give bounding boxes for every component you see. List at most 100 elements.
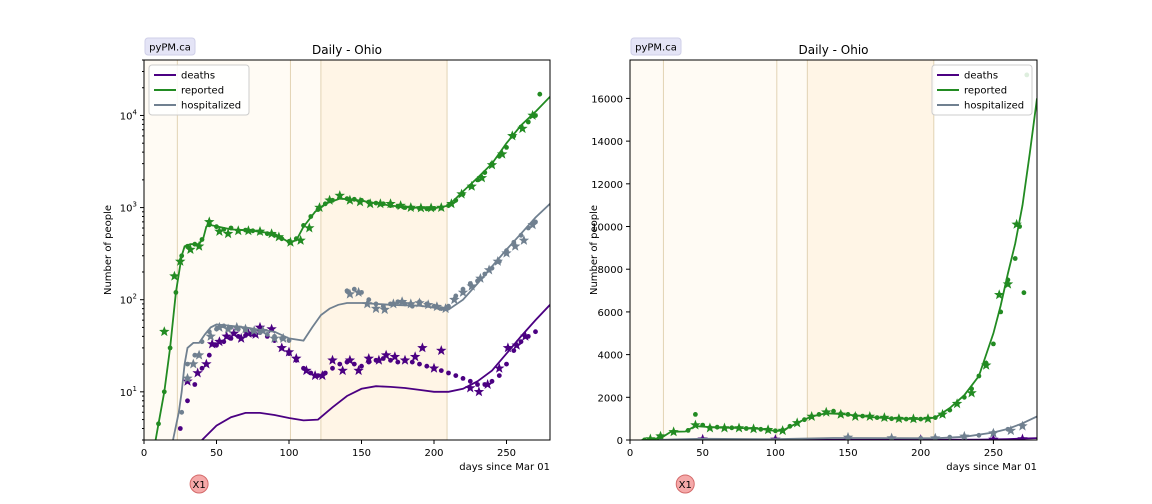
data-point — [177, 426, 183, 431]
weekly-star-marker — [431, 301, 443, 312]
weekly-star-marker — [517, 123, 528, 134]
weekly-star-marker — [482, 379, 493, 389]
weekly-star-marker — [395, 200, 406, 211]
weekly-star-marker — [353, 365, 364, 376]
weekly-star-marker — [980, 359, 992, 370]
weekly-star-marker — [994, 289, 1005, 300]
weekly-star-marker — [510, 240, 521, 251]
y-tick-label: 4000 — [598, 351, 623, 362]
data-point — [417, 361, 422, 367]
weekly-star-marker — [235, 332, 247, 343]
weekly-star-marker — [201, 358, 212, 369]
data-point — [693, 412, 698, 417]
weekly-star-marker — [465, 382, 476, 393]
event-marker[interactable]: X1 — [189, 474, 209, 494]
event-marker[interactable]: X1 — [675, 474, 695, 494]
data-point — [453, 373, 459, 378]
weekly-star-marker — [240, 323, 251, 334]
weekly-star-marker — [494, 362, 505, 373]
weekly-star-marker — [169, 270, 180, 281]
weekly-star-marker — [337, 365, 348, 376]
data-point — [337, 361, 343, 367]
data-point — [1012, 256, 1018, 261]
weekly-star-marker — [475, 273, 486, 283]
weekly-star-marker — [951, 398, 963, 409]
x-tick-label: 100 — [766, 448, 785, 459]
weekly-star-marker — [324, 194, 335, 205]
weekly-star-marker — [389, 351, 401, 362]
weekly-star-marker — [309, 370, 321, 381]
data-point — [388, 357, 393, 363]
x-tick-label: 200 — [424, 448, 443, 459]
weekly-star-marker — [388, 298, 399, 309]
weekly-star-marker — [399, 354, 411, 365]
weekly-star-marker — [353, 286, 364, 297]
legend-label: deaths — [181, 71, 215, 82]
weekly-star-marker — [370, 303, 382, 314]
x-tick-label: 0 — [627, 448, 633, 459]
plot-area — [144, 60, 550, 440]
weekly-star-marker — [1002, 278, 1014, 289]
weekly-star-marker — [301, 365, 312, 376]
x-tick-label: 100 — [279, 448, 298, 459]
weekly-star-marker — [436, 345, 447, 356]
weekly-star-marker — [373, 354, 385, 365]
weekly-star-marker — [1017, 420, 1028, 431]
data-point — [351, 361, 357, 367]
legend-label: deaths — [964, 71, 998, 82]
weekly-star-marker — [409, 351, 421, 362]
axes-frame — [629, 59, 1038, 441]
weekly-star-marker — [966, 387, 977, 398]
y-tick-label: 102 — [120, 293, 137, 307]
y-tick-label: 10000 — [591, 223, 623, 234]
y-tick-label: 101 — [120, 385, 137, 399]
weekly-star-marker — [501, 247, 512, 258]
weekly-star-marker — [193, 349, 205, 360]
data-point — [511, 348, 517, 353]
brand-label: pyPM.ca — [149, 43, 191, 54]
data-point — [496, 373, 502, 378]
weekly-star-marker — [363, 353, 374, 363]
series-deaths — [177, 304, 550, 440]
event-marker-circle — [189, 474, 209, 494]
chart-panel-1: 0 50 100 150 200 250 101 102 103 104 Daily - Ohio d… — [103, 37, 551, 494]
weekly-star-marker — [221, 330, 232, 341]
weekly-star-marker — [879, 412, 890, 422]
weekly-star-marker — [206, 338, 218, 349]
weekly-star-marker — [344, 354, 356, 365]
weekly-star-marker — [204, 216, 215, 227]
weekly-star-marker — [842, 431, 854, 440]
model-line — [172, 203, 550, 440]
data-point — [489, 378, 495, 384]
data-point — [504, 361, 509, 367]
legend-frame — [148, 64, 250, 116]
weekly-star-marker — [405, 298, 416, 309]
weekly-star-marker — [1005, 425, 1017, 436]
legend: deaths reported hospitalized — [931, 64, 1033, 116]
weekly-star-marker — [520, 330, 531, 341]
y-tick-label: 103 — [120, 201, 137, 215]
brand-badge: pyPM.ca — [630, 37, 682, 56]
weekly-star-marker — [476, 172, 488, 183]
weekly-star-marker — [276, 342, 287, 353]
weekly-star-marker — [317, 370, 328, 381]
y-tick-label: 14000 — [591, 137, 623, 148]
weekly-star-marker — [417, 342, 428, 353]
weekly-star-marker — [222, 323, 234, 334]
data-point — [228, 336, 234, 341]
model-line — [154, 96, 550, 440]
legend-label: reported — [964, 86, 1007, 97]
data-point — [185, 361, 190, 367]
data-point — [446, 370, 451, 376]
weekly-star-marker — [690, 419, 701, 430]
data-point — [409, 359, 415, 365]
data-point — [351, 286, 357, 292]
x-tick-label: 50 — [210, 448, 223, 459]
weekly-star-marker — [518, 234, 530, 245]
brand-label: pyPM.ca — [635, 43, 677, 54]
weekly-star-marker — [182, 375, 193, 386]
y-tick-label: 12000 — [591, 180, 623, 191]
x-axis-label: days since Mar 01 — [459, 462, 550, 473]
weekly-star-marker — [423, 299, 434, 310]
y-axis-label: Number of people — [103, 205, 114, 295]
